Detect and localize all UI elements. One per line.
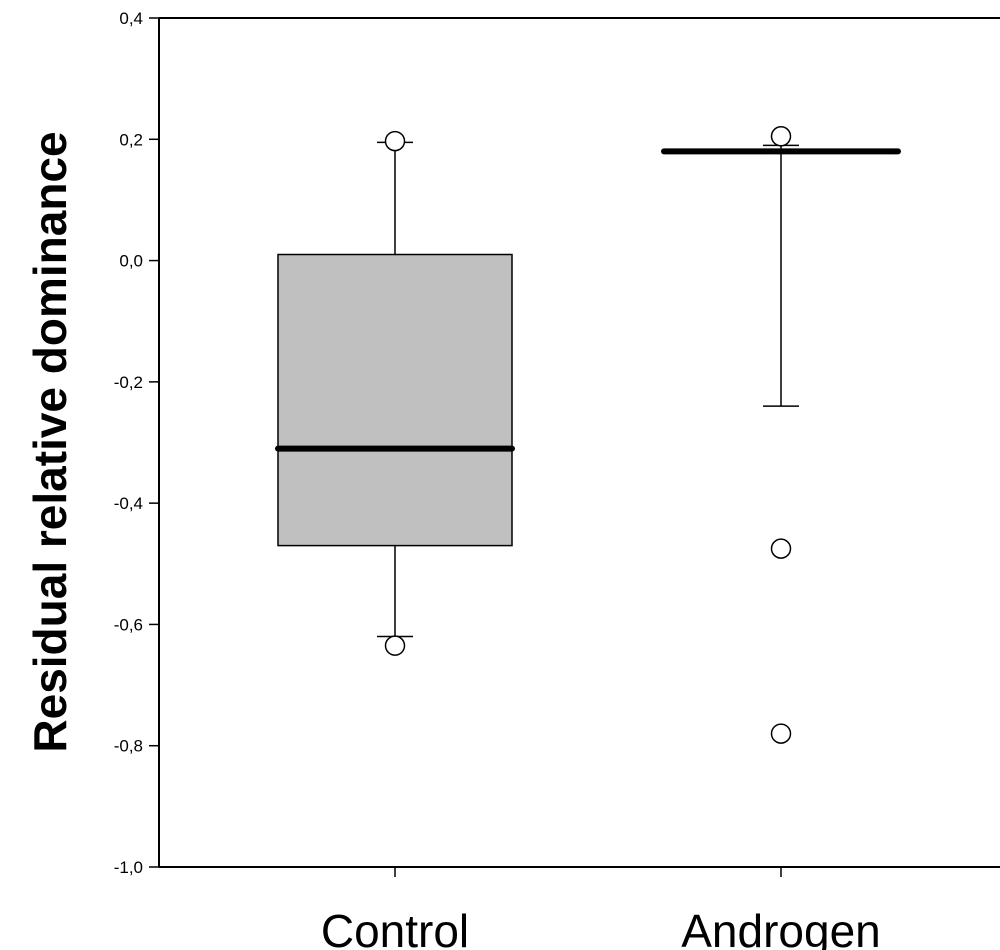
outlier-point	[384, 130, 406, 152]
outlier-point	[770, 126, 792, 147]
x-axis-ticks: Control Androgen	[321, 867, 881, 950]
x-tick-label: Androgen	[681, 905, 881, 950]
box-iqr	[277, 253, 513, 547]
y-tick-label: -0,2	[114, 373, 143, 392]
y-tick-label: 0,4	[119, 9, 143, 28]
y-axis-title: Residual relative dominance	[24, 131, 76, 752]
x-tick-label: Control	[321, 905, 469, 950]
outlier-point	[770, 723, 792, 744]
y-axis-ticks: -1,0 -0,8 -0,6 -0,4 -0,2 0,0 0,2 0,4	[114, 9, 159, 877]
outlier-point	[770, 538, 792, 559]
y-axis-title-group: Residual relative dominance	[24, 131, 76, 752]
box-group-control	[275, 130, 515, 656]
y-tick-label: -0,8	[114, 737, 143, 756]
y-tick-label: -0,4	[114, 494, 143, 513]
y-tick-label: 0,0	[119, 252, 143, 271]
y-tick-label: -1,0	[114, 858, 143, 877]
y-tick-label: -0,6	[114, 615, 143, 634]
boxes	[275, 126, 901, 744]
box-group-androgen	[661, 126, 901, 744]
y-tick-label: 0,2	[119, 130, 143, 149]
outlier-point	[384, 635, 406, 656]
axes	[158, 17, 1000, 868]
